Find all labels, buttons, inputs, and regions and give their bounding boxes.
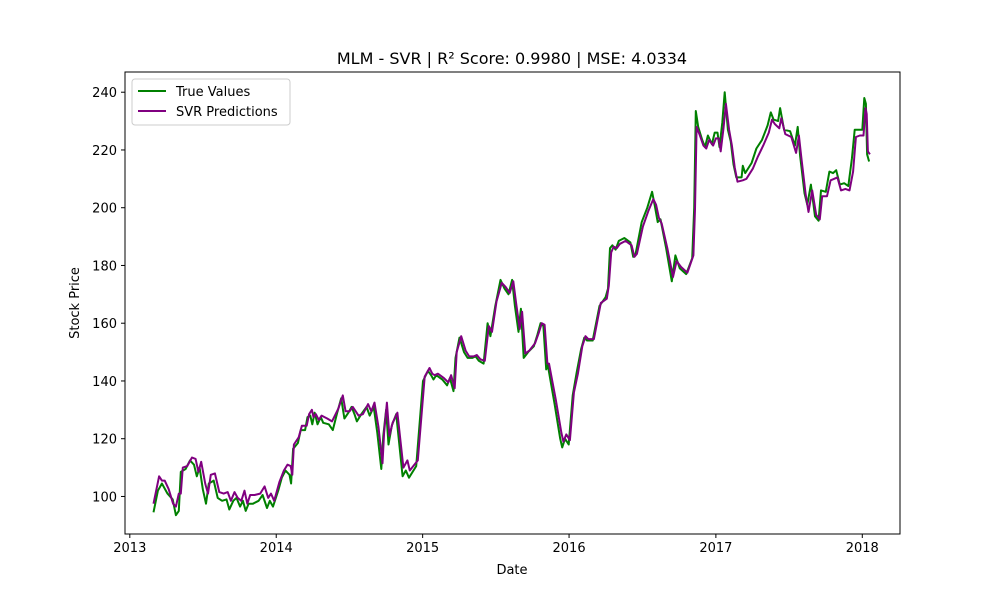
y-tick-label: 140	[92, 375, 117, 390]
y-tick-label: 240	[92, 86, 117, 101]
y-axis-label: Stock Price	[68, 267, 83, 339]
legend-frame	[131, 78, 291, 126]
legend-true-values-label: True Values	[175, 85, 250, 100]
y-tick-label: 100	[92, 490, 117, 505]
legend: True Values SVR Predictions	[131, 78, 291, 126]
x-tick-label: 2013	[113, 541, 146, 556]
series-line-true-values	[152, 91, 871, 517]
plot-series	[152, 91, 871, 517]
x-axis-label: Date	[496, 563, 527, 578]
y-tick-label: 220	[92, 144, 117, 159]
legend-svr-predictions-label: SVR Predictions	[176, 105, 278, 120]
x-tick-label: 2017	[699, 541, 732, 556]
y-tick-label: 120	[92, 433, 117, 448]
x-tick-label: 2015	[406, 541, 439, 556]
y-tick-label: 200	[92, 202, 117, 217]
x-axis: 2013 2014 2015 2016 2017 2018	[113, 534, 879, 556]
chart-title: MLM - SVR | R² Score: 0.9980 | MSE: 4.03…	[337, 49, 687, 68]
y-tick-label: 180	[92, 259, 117, 274]
y-axis: 100 120 140 160 180 200 220 240	[92, 86, 125, 505]
series-line-svr-predictions	[152, 102, 871, 508]
y-tick-label: 160	[92, 317, 117, 332]
plot-area	[124, 71, 901, 535]
x-tick-label: 2014	[260, 541, 293, 556]
x-tick-label: 2016	[553, 541, 586, 556]
x-tick-label: 2018	[846, 541, 879, 556]
